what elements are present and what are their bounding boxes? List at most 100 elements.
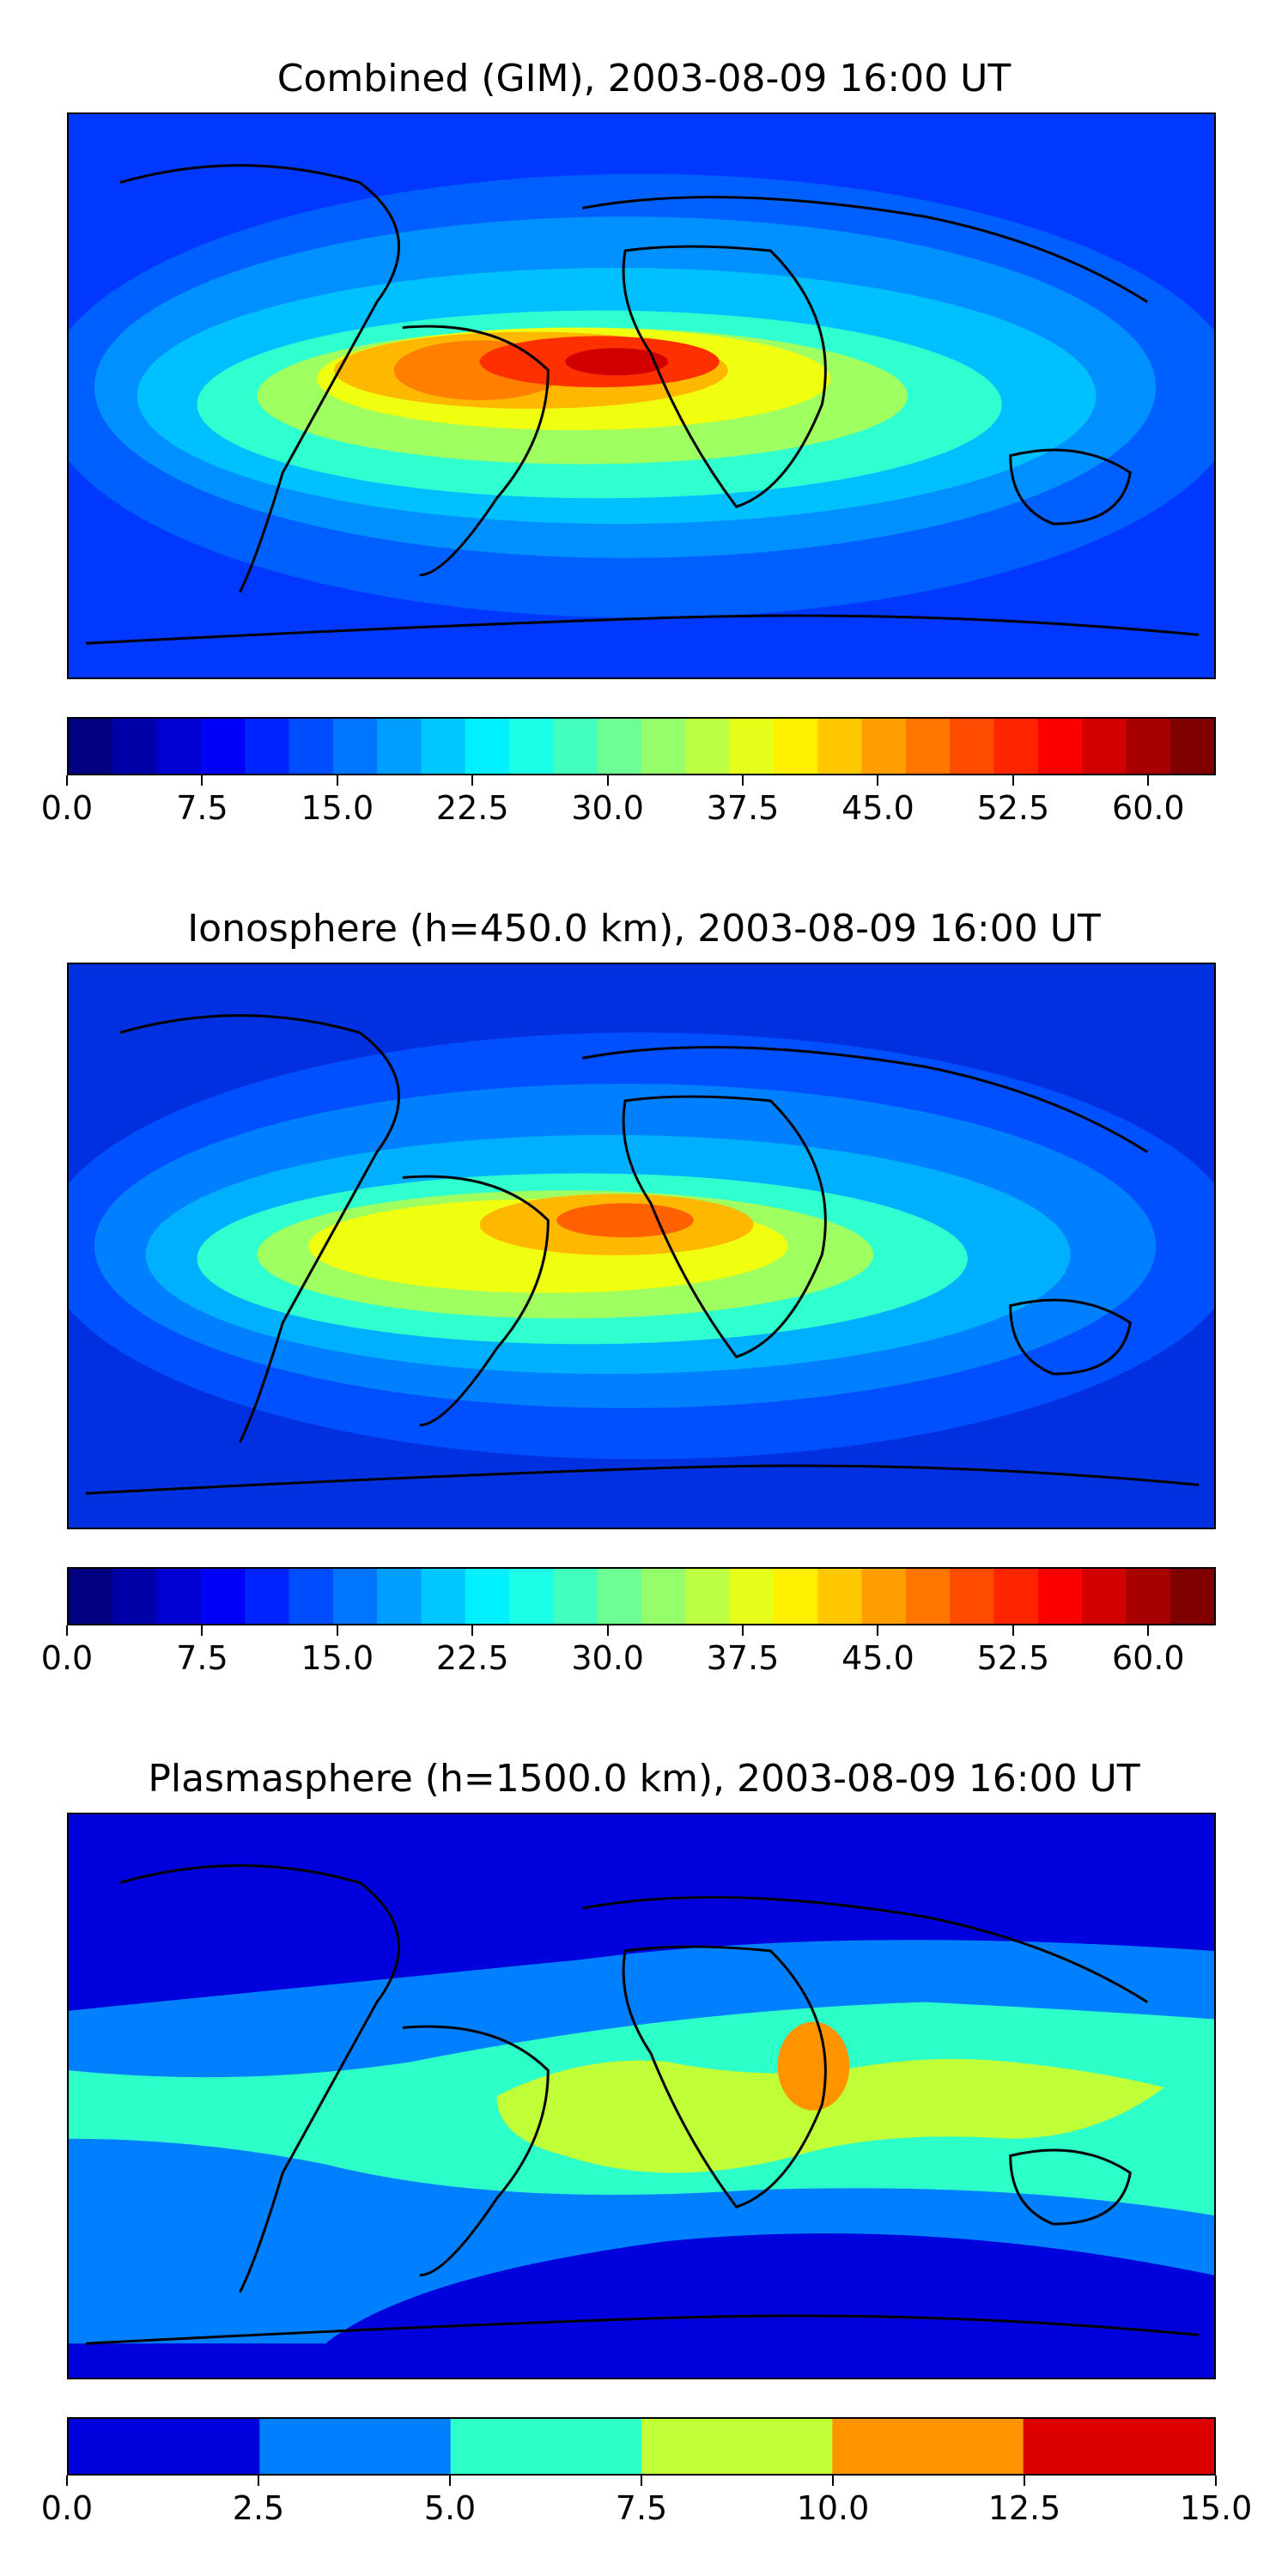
colorbar-tick-label: 7.5 xyxy=(176,789,228,827)
colorbar-ionosphere xyxy=(67,1567,1216,1625)
colorbar-plasmasphere xyxy=(67,2417,1216,2476)
colorbar-swatch xyxy=(69,1569,114,1624)
map-plasmasphere xyxy=(67,1813,1216,2379)
panel-title: Combined (GIM), 2003-08-09 16:00 UT xyxy=(276,57,1012,100)
colorbar-tick-label: 15.0 xyxy=(301,1639,374,1677)
colorbar-tick-label: 5.0 xyxy=(423,2489,477,2527)
map-combined xyxy=(67,112,1216,679)
tec-map xyxy=(69,1814,1214,2378)
colorbar-tick xyxy=(471,1625,474,1636)
colorbar-swatch xyxy=(509,1569,555,1624)
colorbar-tick xyxy=(742,775,744,786)
colorbar-swatch xyxy=(332,719,378,774)
map-ionosphere xyxy=(67,963,1216,1529)
colorbar-tick xyxy=(1147,775,1150,786)
tec-map xyxy=(69,114,1214,677)
colorbar-tick-label: 45.0 xyxy=(841,1639,914,1677)
colorbar-tick-label: 30.0 xyxy=(571,789,644,827)
colorbar-swatch xyxy=(69,2419,261,2474)
colorbar-swatch xyxy=(1170,719,1214,774)
colorbar-tick xyxy=(201,775,204,786)
colorbar-tick-label: 52.5 xyxy=(976,1639,1050,1677)
colorbar-ticks: 0.0 2.5 5.0 7.5 10.0 12.5 15.0 xyxy=(41,2476,1252,2527)
colorbar-swatch xyxy=(905,719,951,774)
colorbar-tick xyxy=(1012,775,1014,786)
colorbar-swatch xyxy=(553,719,598,774)
colorbar-tick xyxy=(1147,1625,1150,1636)
colorbar-swatch xyxy=(509,719,555,774)
colorbar-tick xyxy=(66,2476,68,2486)
colorbar-swatch xyxy=(421,719,466,774)
colorbar-swatch xyxy=(641,1569,687,1624)
colorbar-tick-label: 0.0 xyxy=(40,1639,94,1677)
colorbar-tick-label: 12.5 xyxy=(987,2489,1061,2527)
colorbar-swatch xyxy=(817,719,863,774)
colorbar-tick-label: 15.0 xyxy=(301,789,374,827)
colorbar-swatch xyxy=(861,719,907,774)
colorbar-tick xyxy=(336,1625,338,1636)
colorbar-ticks: 0.0 7.5 15.0 22.5 30.0 37.5 45.0 52.5 60.0 xyxy=(41,1625,1216,1677)
colorbar-tick-label: 30.0 xyxy=(571,1639,644,1677)
colorbar-swatch xyxy=(641,2419,834,2474)
colorbar-swatch xyxy=(289,719,334,774)
colorbar-swatch xyxy=(729,1569,775,1624)
colorbar-swatch xyxy=(377,719,422,774)
colorbar-swatch xyxy=(1126,719,1171,774)
colorbar-swatch xyxy=(1037,1569,1083,1624)
colorbar-swatch xyxy=(69,719,114,774)
colorbar-tick xyxy=(832,2476,834,2486)
colorbar-swatch xyxy=(156,719,202,774)
colorbar-swatch xyxy=(259,2419,452,2474)
colorbar-swatch xyxy=(905,1569,951,1624)
colorbar-swatch xyxy=(465,719,510,774)
colorbar-tick xyxy=(606,1625,609,1636)
colorbar-swatch xyxy=(729,719,775,774)
colorbar-tick-label: 52.5 xyxy=(976,789,1050,827)
colorbar-tick-label: 60.0 xyxy=(1111,1639,1185,1677)
colorbar-tick xyxy=(641,2476,642,2486)
colorbar-swatch xyxy=(112,1569,158,1624)
colorbar-tick xyxy=(471,775,474,786)
colorbar-swatch xyxy=(773,719,819,774)
colorbar-swatches xyxy=(69,719,1214,774)
colorbar-swatch xyxy=(1037,719,1083,774)
colorbar-swatch xyxy=(641,719,687,774)
tec-map xyxy=(69,964,1214,1528)
colorbar-swatch xyxy=(289,1569,334,1624)
colorbar-tick xyxy=(449,2476,451,2486)
colorbar-swatch xyxy=(950,719,995,774)
colorbar-tick-label: 15.0 xyxy=(1179,2489,1253,2527)
colorbar-swatch xyxy=(332,1569,378,1624)
colorbar-swatch xyxy=(200,719,246,774)
colorbar-tick-label: 37.5 xyxy=(706,789,780,827)
colorbar-tick xyxy=(66,775,68,786)
colorbar-swatch xyxy=(685,1569,731,1624)
colorbar-swatch xyxy=(993,719,1039,774)
colorbar-swatch xyxy=(156,1569,202,1624)
colorbar-swatch xyxy=(112,719,158,774)
colorbar-swatches xyxy=(69,2419,1214,2474)
panel-title: Ionosphere (h=450.0 km), 2003-08-09 16:0… xyxy=(187,907,1101,951)
colorbar-tick-label: 22.5 xyxy=(435,789,509,827)
colorbar-swatch xyxy=(685,719,731,774)
colorbar-ticks: 0.0 7.5 15.0 22.5 30.0 37.5 45.0 52.5 60.0 xyxy=(41,775,1216,827)
colorbar-swatch xyxy=(817,1569,863,1624)
colorbar-tick-label: 60.0 xyxy=(1111,789,1185,827)
colorbar-swatch xyxy=(245,719,290,774)
colorbar-tick xyxy=(606,775,609,786)
colorbar-swatch xyxy=(993,1569,1039,1624)
colorbar-tick-label: 0.0 xyxy=(40,789,94,827)
colorbar-swatch xyxy=(450,2419,642,2474)
colorbar-tick xyxy=(258,2476,259,2486)
colorbar-swatch xyxy=(465,1569,510,1624)
colorbar-tick-label: 22.5 xyxy=(435,1639,509,1677)
colorbar-swatch xyxy=(597,719,642,774)
colorbar-tick xyxy=(877,775,879,786)
colorbar-tick-label: 37.5 xyxy=(706,1639,780,1677)
colorbar-swatch xyxy=(832,2419,1024,2474)
colorbar-tick xyxy=(66,1625,68,1636)
colorbar-swatch xyxy=(773,1569,819,1624)
colorbar-tick xyxy=(336,775,338,786)
colorbar-tick-label: 10.0 xyxy=(796,2489,870,2527)
colorbar-tick xyxy=(1012,1625,1014,1636)
